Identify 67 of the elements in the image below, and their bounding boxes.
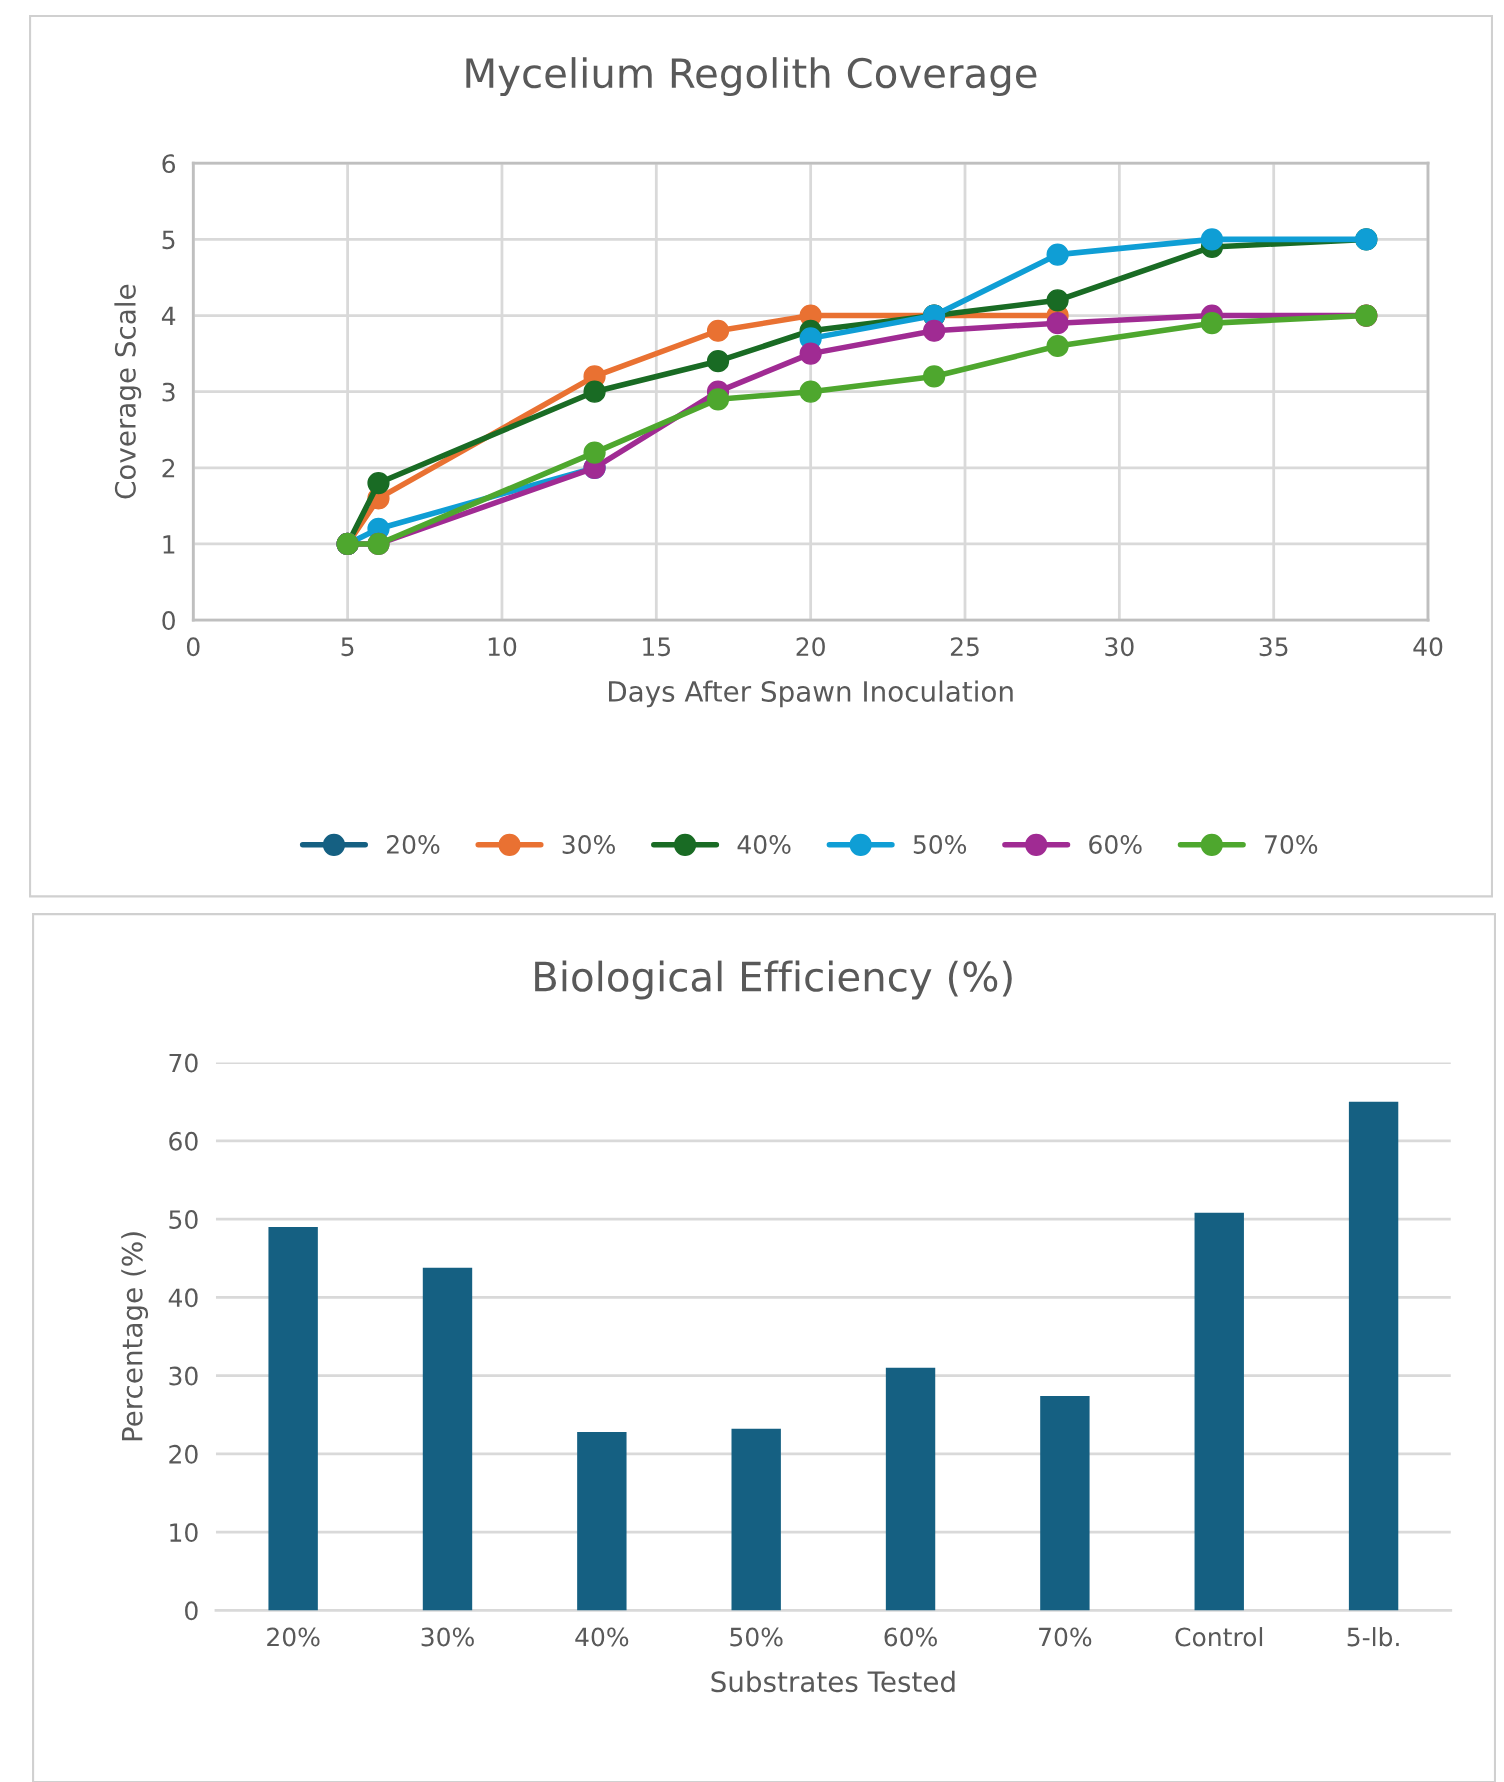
bar [1040, 1395, 1090, 1611]
point [706, 388, 730, 411]
x-tick-label: 50% [730, 1627, 783, 1647]
legend-label: 30% [562, 834, 615, 854]
point [583, 380, 606, 403]
y-tick-label: 4 [161, 306, 176, 326]
bar [1348, 1101, 1399, 1611]
point [1046, 334, 1069, 358]
y-tick-label: 50 [169, 1210, 198, 1229]
y-tick-label: 30 [169, 1366, 198, 1386]
y-tick-label: 10 [170, 1523, 198, 1542]
bar [1194, 1212, 1244, 1611]
point [1046, 289, 1069, 312]
point [1200, 228, 1224, 251]
point [706, 350, 730, 373]
bar [422, 1267, 473, 1611]
x-tick-label: 60% [884, 1627, 937, 1647]
x-tick-label: 35 [1259, 637, 1288, 657]
y-tick-label: 60 [169, 1131, 198, 1151]
y-tick-label: 5 [162, 230, 175, 250]
point [923, 319, 946, 342]
point [923, 365, 946, 388]
point [1046, 243, 1069, 266]
point [706, 319, 730, 342]
y-tick-label: 2 [162, 458, 175, 478]
x-tick-label: 70% [1039, 1627, 1092, 1647]
y-tick-label: 70 [169, 1053, 198, 1073]
x-tick-label: 20 [796, 637, 825, 657]
y-tick-label: 3 [162, 382, 175, 402]
x-tick-label: 10 [488, 637, 517, 657]
point [1046, 312, 1069, 335]
x-tick-label: 25 [950, 637, 979, 657]
bar [268, 1226, 318, 1611]
legend-label: 40% [737, 834, 791, 854]
y-tick-label: 20 [169, 1444, 198, 1464]
point [799, 342, 822, 365]
x-tick-label: 20% [267, 1627, 320, 1647]
bar [577, 1431, 627, 1611]
x-tick-label: 5-lb. [1347, 1627, 1399, 1647]
x-axis-title: Substrates Tested [711, 1670, 955, 1693]
y-tick-label: 1 [163, 535, 175, 554]
x-tick-label: 40 [1413, 637, 1443, 657]
legend-label: 20% [387, 834, 440, 854]
chart-title: Mycelium Regolith Coverage [466, 57, 1037, 97]
point [1200, 312, 1224, 335]
x-axis-title: Days After Spawn Inoculation [609, 680, 1013, 708]
y-tick-label: 0 [162, 611, 175, 630]
point [583, 441, 606, 464]
legend-label: 50% [913, 834, 967, 854]
y-axis-title: Percentage (%) [121, 1232, 149, 1441]
bar [731, 1428, 781, 1611]
x-tick-label: 30 [1105, 637, 1134, 657]
point [367, 471, 390, 495]
x-tick-label: 40% [575, 1627, 629, 1647]
legend-label: 60% [1089, 834, 1142, 854]
x-tick-label: 30% [421, 1627, 474, 1647]
y-tick-label: 0 [185, 1601, 198, 1621]
x-tick-label: 15 [643, 637, 671, 657]
x-tick-label: 5 [341, 637, 354, 657]
y-tick-label: 6 [162, 154, 176, 174]
chart-title: Biological Efficiency (%) [535, 960, 1012, 1000]
legend-label: 70% [1265, 834, 1318, 854]
bar [885, 1367, 936, 1611]
x-tick-label: Control [1175, 1627, 1263, 1647]
y-axis-title: Coverage Scale [114, 284, 142, 499]
y-tick-label: 40 [168, 1288, 198, 1308]
point [799, 380, 822, 403]
